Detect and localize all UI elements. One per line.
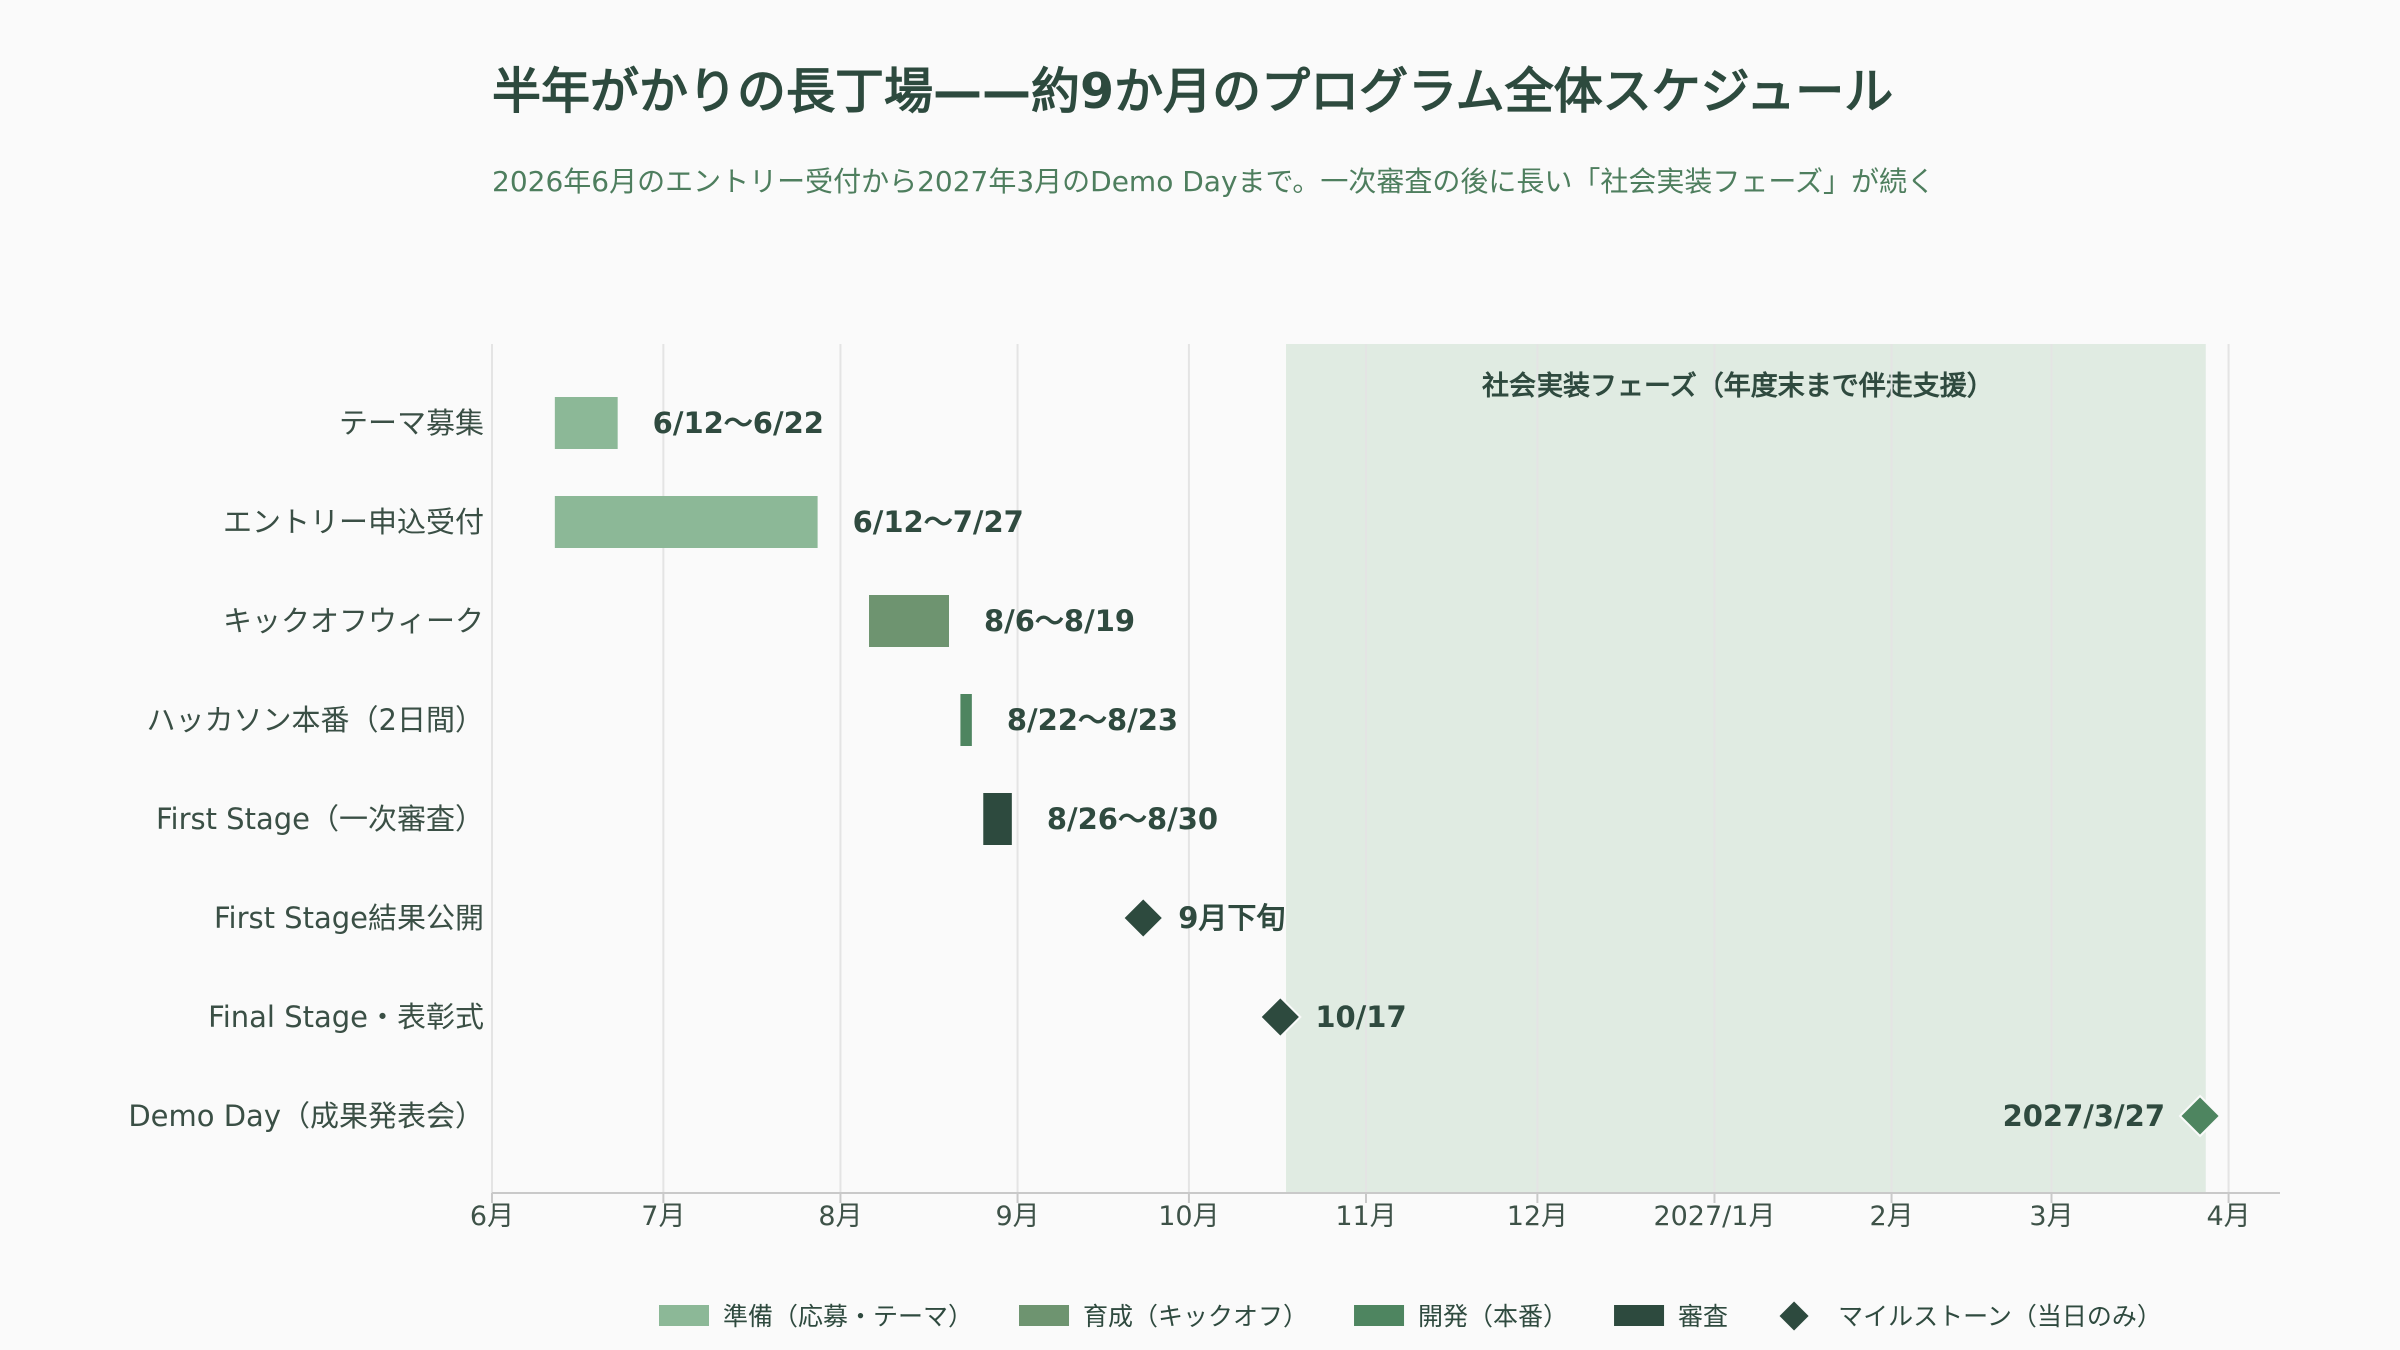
task-name: First Stage（一次審査） — [156, 802, 484, 836]
chart-title: 半年がかりの長丁場——約9か月のプログラム全体スケジュール — [492, 63, 1893, 120]
task-bar — [960, 694, 972, 746]
task-name: キックオフウィーク — [223, 604, 484, 638]
task-row: エントリー申込受付 6/12〜7/27 — [223, 496, 1024, 548]
x-tick-label: 7月 — [641, 1201, 685, 1232]
milestone-label: 10/17 — [1315, 1000, 1406, 1034]
task-row: First Stage（一次審査） 8/26〜8/30 — [156, 793, 1218, 845]
task-name: テーマ募集 — [339, 406, 484, 440]
task-name: Demo Day（成果発表会） — [128, 1099, 484, 1133]
task-name: First Stage結果公開 — [214, 901, 484, 935]
milestone-marker — [2178, 1094, 2222, 1138]
legend-item: 審査 — [1614, 1302, 1728, 1331]
legend-label: 育成（キックオフ） — [1083, 1302, 1308, 1331]
task-row: Demo Day（成果発表会） 2027/3/27 — [128, 1094, 2222, 1138]
task-name: ハッカソン本番（2日間） — [147, 703, 484, 737]
x-axis: 6月 7月 8月 9月 10月 11月 12月 2027/1月 2月 3月 4月 — [470, 1192, 2280, 1232]
x-tick-label: 8月 — [818, 1201, 862, 1232]
x-tick-label: 2月 — [1869, 1201, 1913, 1232]
legend-swatch — [1019, 1305, 1070, 1326]
task-bar — [869, 595, 949, 647]
task-row: First Stage結果公開 9月下旬 — [214, 896, 1285, 940]
legend-label: 準備（応募・テーマ） — [723, 1302, 973, 1331]
task-row: ハッカソン本番（2日間） 8/22〜8/23 — [147, 694, 1178, 746]
task-name: Final Stage・表彰式 — [208, 1000, 484, 1034]
legend: 準備（応募・テーマ） 育成（キックオフ） 開発（本番） 審査 マイルストーン（当日のみ） — [659, 1298, 2162, 1334]
legend-item: 育成（キックオフ） — [1019, 1302, 1308, 1331]
milestone-marker — [1258, 995, 1302, 1039]
task-name: エントリー申込受付 — [223, 505, 484, 539]
task-bar — [554, 496, 818, 548]
x-tick-label: 11月 — [1335, 1201, 1396, 1232]
legend-label: マイルストーン（当日のみ） — [1838, 1302, 2162, 1331]
task-date-label: 6/12〜6/22 — [653, 406, 824, 440]
milestone-marker — [1121, 896, 1165, 940]
x-tick-label: 10月 — [1158, 1201, 1219, 1232]
milestone-label: 9月下旬 — [1178, 901, 1285, 935]
task-date-label: 8/6〜8/19 — [984, 604, 1135, 638]
task-bar — [983, 793, 1012, 845]
legend-item: マイルストーン（当日のみ） — [1776, 1298, 2162, 1334]
x-tick-label: 3月 — [2029, 1201, 2073, 1232]
x-tick-label: 2027/1月 — [1653, 1201, 1775, 1232]
chart-subtitle: 2026年6月のエントリー受付から2027年3月のDemo Dayまで。一次審査… — [492, 165, 1935, 198]
grid-layer — [491, 344, 2230, 1193]
task-row: キックオフウィーク 8/6〜8/19 — [223, 595, 1135, 647]
task-date-label: 8/22〜8/23 — [1007, 703, 1178, 737]
milestone-label: 2027/3/27 — [2003, 1099, 2165, 1133]
band-layer: 社会実装フェーズ（年度末まで伴走支援） — [1286, 344, 2206, 1193]
x-tick-label: 12月 — [1507, 1201, 1568, 1232]
legend-swatch — [1614, 1305, 1665, 1326]
social-implementation-band — [1286, 344, 2206, 1193]
task-row: テーマ募集 6/12〜6/22 — [339, 397, 824, 449]
task-row: Final Stage・表彰式 10/17 — [208, 995, 1407, 1039]
legend-diamond-icon — [1776, 1298, 1812, 1334]
task-bar — [554, 397, 618, 449]
x-tick-label: 4月 — [2206, 1201, 2250, 1232]
legend-swatch — [1354, 1305, 1405, 1326]
task-date-label: 6/12〜7/27 — [853, 505, 1024, 539]
task-layer: テーマ募集 6/12〜6/22 エントリー申込受付 6/12〜7/27 キックオフウィー… — [128, 397, 2222, 1138]
task-date-label: 8/26〜8/30 — [1047, 802, 1218, 836]
x-tick-label: 6月 — [470, 1201, 514, 1232]
legend-label: 開発（本番） — [1418, 1302, 1568, 1331]
legend-swatch — [659, 1305, 709, 1326]
band-label: 社会実装フェーズ（年度末まで伴走支援） — [1482, 370, 1994, 402]
legend-item: 準備（応募・テーマ） — [659, 1302, 973, 1331]
legend-item: 開発（本番） — [1354, 1302, 1568, 1331]
x-tick-label: 9月 — [995, 1201, 1039, 1232]
legend-label: 審査 — [1678, 1302, 1728, 1331]
